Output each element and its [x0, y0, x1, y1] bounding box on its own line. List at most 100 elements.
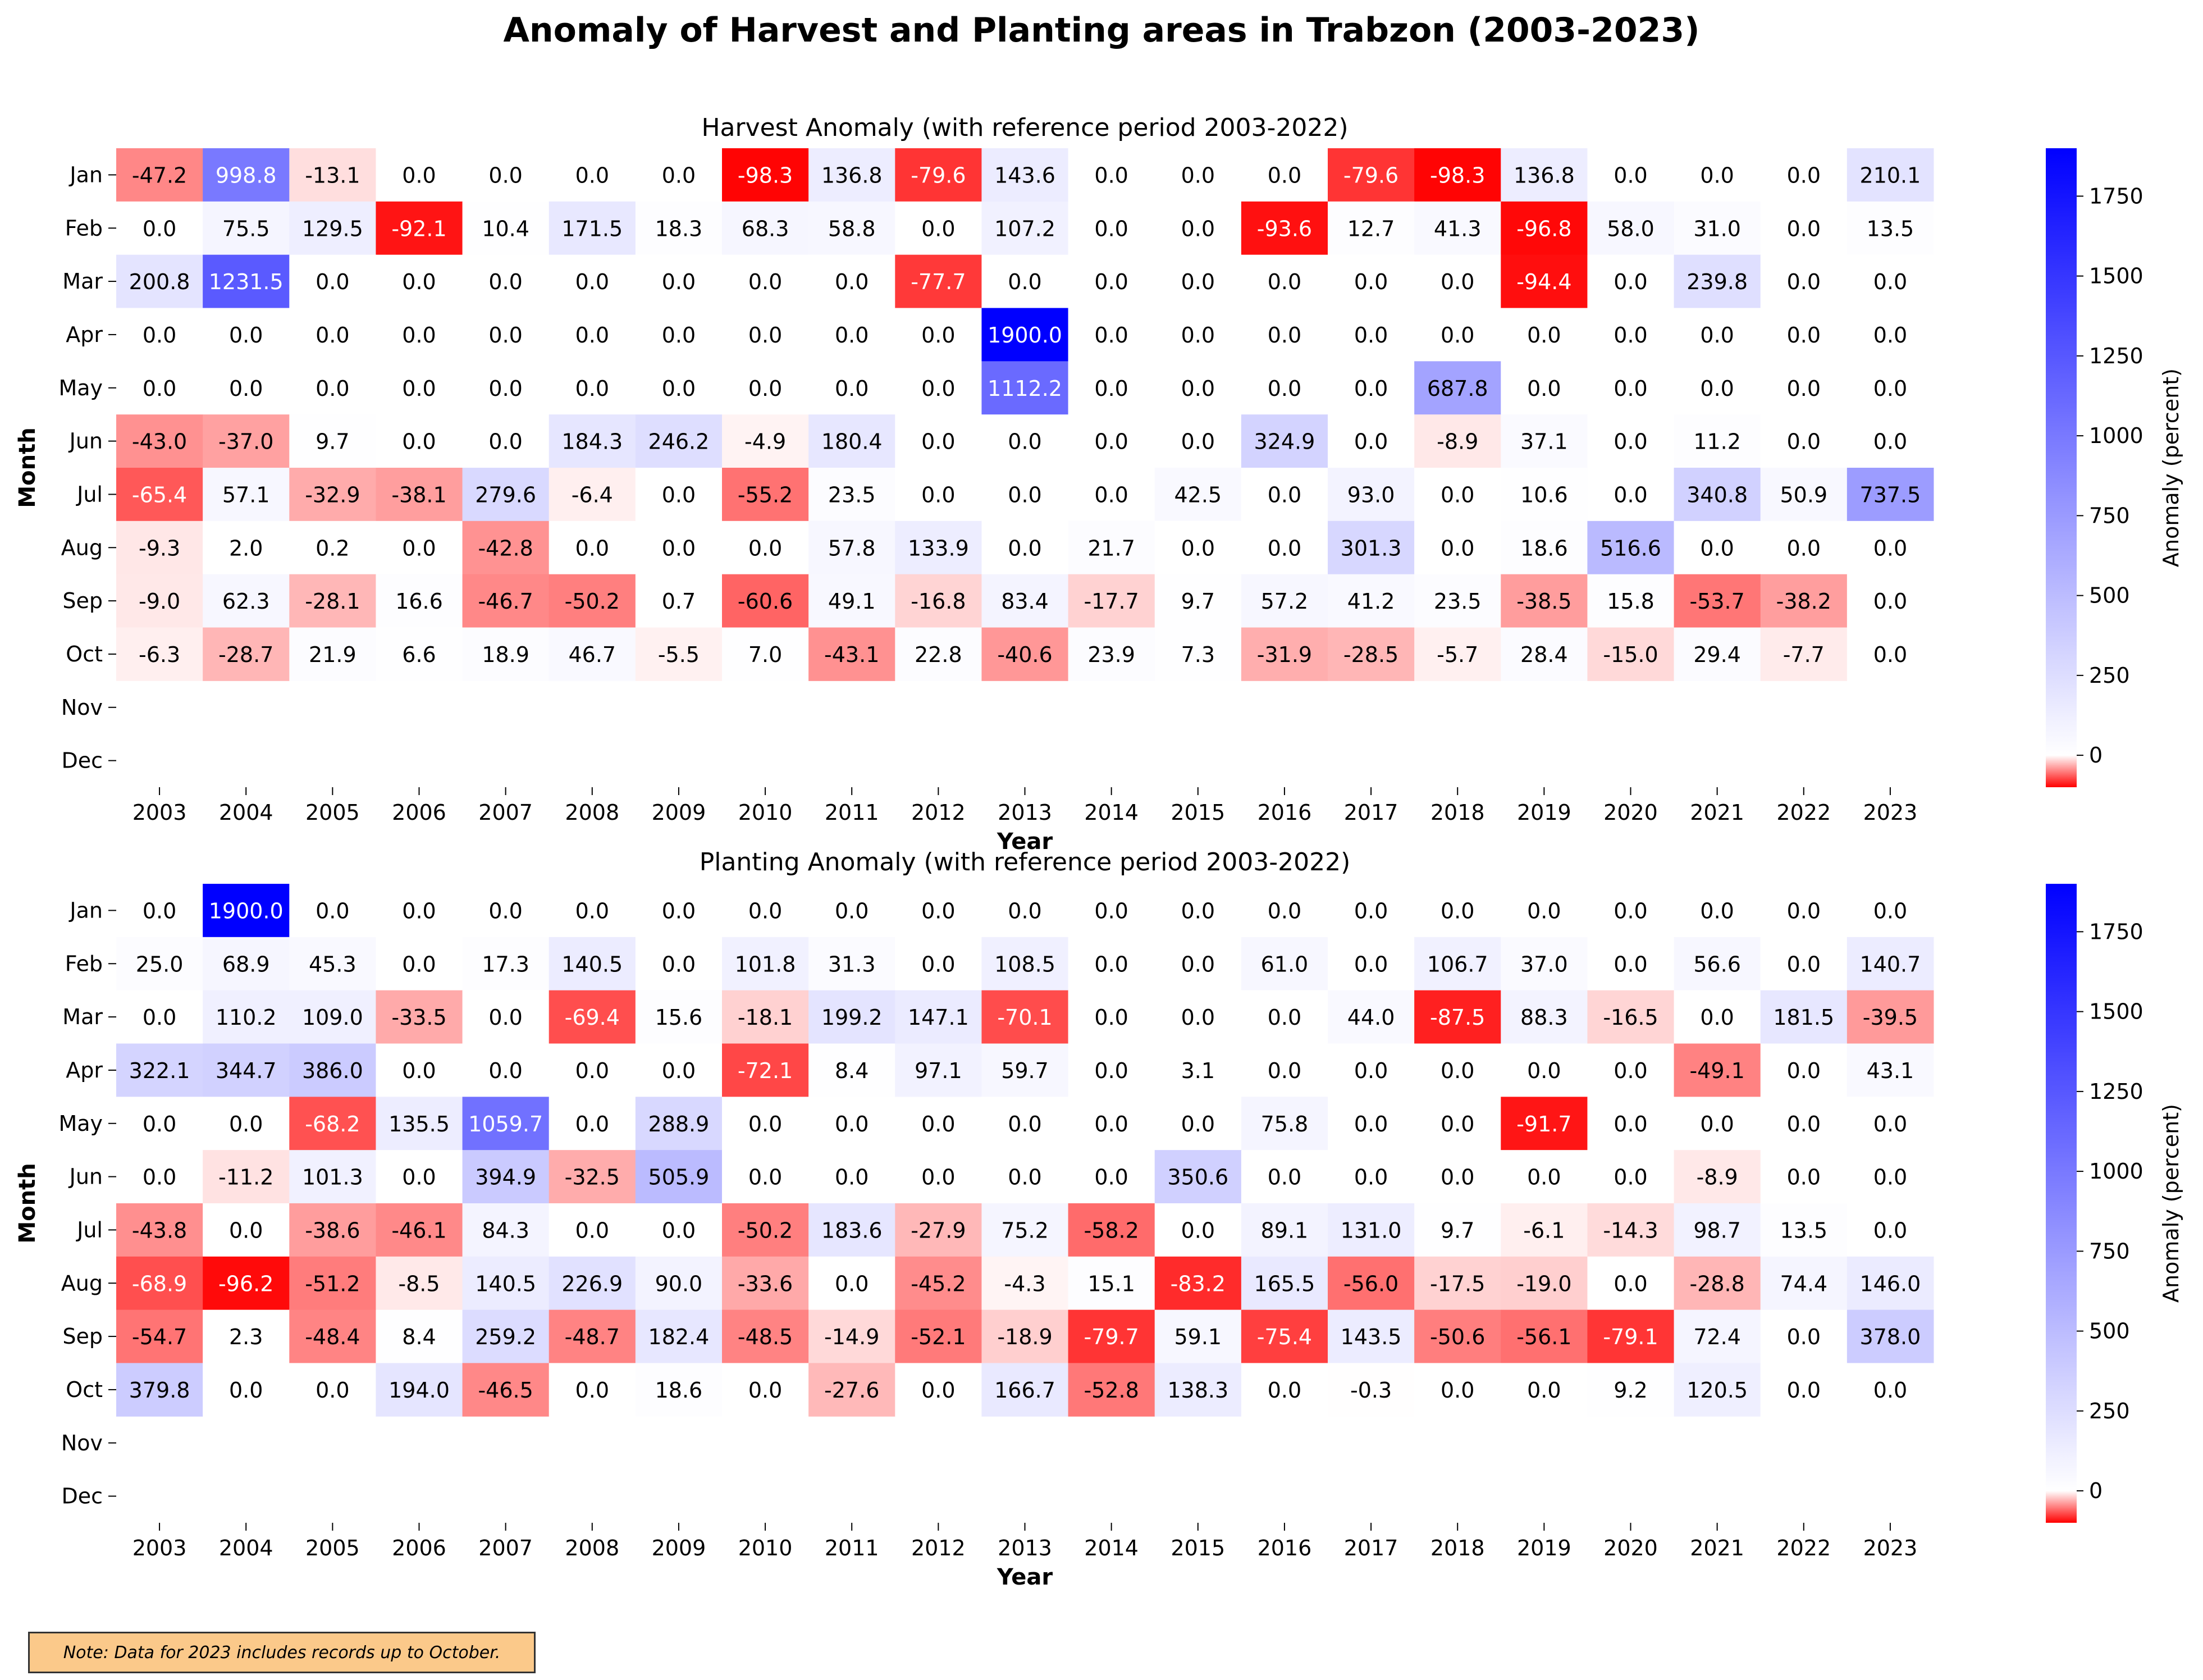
cell-label: -7.7	[1783, 642, 1825, 667]
x-tick-label: 2010	[738, 1536, 793, 1560]
cell-label: 3.1	[1181, 1058, 1215, 1083]
y-tick-label: Sep	[62, 1324, 103, 1349]
heatmap-cell	[1241, 884, 1328, 938]
heatmap-cell	[1674, 1043, 1761, 1097]
cell-label: 0.0	[575, 270, 609, 294]
cell-label: 0.0	[1268, 1058, 1301, 1083]
cell-label: 0.0	[1700, 163, 1734, 188]
cell-label: -45.2	[911, 1271, 966, 1296]
heatmap-cell	[895, 1309, 982, 1363]
heatmap-cell	[203, 1097, 290, 1151]
heatmap-cell	[1847, 1203, 1934, 1257]
cell-label: 18.3	[655, 216, 703, 241]
cell-label: 0.0	[575, 1378, 609, 1403]
cell-label: -55.2	[738, 482, 793, 507]
colorbar	[2046, 148, 2077, 787]
cell-label: 143.5	[1341, 1325, 1402, 1349]
cell-label: -33.6	[738, 1271, 793, 1296]
heatmap-cell	[203, 574, 290, 628]
colorbar-tick-label: 1000	[2089, 1159, 2143, 1184]
cell-label: -72.1	[738, 1058, 793, 1083]
heatmap-cell	[635, 201, 723, 255]
heatmap-cell	[376, 361, 463, 415]
cell-label: 84.3	[482, 1218, 529, 1243]
cell-label: 0.0	[1268, 482, 1301, 507]
heatmap-cell	[1760, 1150, 1848, 1204]
heatmap-cell	[1241, 521, 1328, 575]
cell-label: -16.5	[1603, 1005, 1658, 1030]
cell-label: 394.9	[475, 1165, 536, 1190]
heatmap-cell	[1068, 884, 1155, 938]
heatmap-cell	[895, 627, 982, 681]
heatmap-cell	[895, 990, 982, 1044]
heatmap-cell	[722, 148, 809, 202]
cell-label: 1059.7	[468, 1112, 543, 1136]
heatmap-cell	[1414, 884, 1501, 938]
cell-label: -28.7	[218, 642, 273, 667]
cell-label: 165.5	[1254, 1271, 1315, 1296]
colorbar-tick-label: 500	[2089, 1319, 2130, 1344]
cell-label: -9.0	[139, 589, 180, 614]
cell-label: 687.8	[1427, 376, 1488, 401]
heatmap-cell	[895, 884, 982, 938]
x-tick-label: 2017	[1344, 800, 1398, 825]
heatmap-cell	[1674, 148, 1761, 202]
heatmap-cell	[1760, 148, 1848, 202]
cell-label: -17.5	[1430, 1271, 1485, 1296]
cell-label: 0.0	[1614, 1271, 1647, 1296]
heatmap-cell	[1241, 148, 1328, 202]
cell-label: 0.0	[402, 1058, 436, 1083]
cell-label: 41.2	[1347, 589, 1395, 614]
cell-label: -56.1	[1516, 1325, 1571, 1349]
cell-label: 0.0	[835, 1112, 869, 1136]
cell-label: 344.7	[216, 1058, 277, 1083]
cell-label: 1900.0	[209, 898, 284, 923]
heatmap-cell	[376, 1309, 463, 1363]
cell-label: -43.0	[132, 430, 187, 454]
heatmap-cell	[1154, 201, 1242, 255]
cell-label: 101.8	[735, 952, 796, 976]
heatmap-cell	[1847, 574, 1934, 628]
heatmap-cell	[1847, 201, 1934, 255]
cell-label: 0.0	[1787, 1112, 1821, 1136]
cell-label: 0.0	[1094, 1005, 1128, 1030]
cell-label: 0.0	[488, 430, 522, 454]
heatmap-cell	[1587, 521, 1675, 575]
cell-label: 140.5	[561, 952, 623, 976]
heatmap-cell	[1674, 990, 1761, 1044]
cell-label: 37.1	[1520, 430, 1568, 454]
cell-label: 58.0	[1607, 216, 1654, 241]
cell-label: -79.6	[911, 163, 966, 188]
cell-label: 0.0	[575, 163, 609, 188]
cell-label: 998.8	[216, 163, 277, 188]
heatmap-cell	[1414, 361, 1501, 415]
heatmap-cell	[635, 1309, 723, 1363]
cell-label: 93.0	[1347, 482, 1395, 507]
cell-label: 143.6	[994, 163, 1055, 188]
cell-label: 0.0	[1873, 430, 1907, 454]
heatmap-cell	[1501, 1256, 1588, 1311]
cell-label: 0.0	[575, 1058, 609, 1083]
cell-label: 146.0	[1860, 1271, 1921, 1296]
heatmap-cell	[981, 254, 1069, 308]
heatmap-cell	[1674, 574, 1761, 628]
heatmap-cell	[635, 884, 723, 938]
heatmap-cell	[1328, 574, 1415, 628]
heatmap-cell	[1241, 361, 1328, 415]
cell-label: 74.4	[1780, 1271, 1827, 1296]
cell-label: 0.0	[1181, 1218, 1215, 1243]
heatmap-cell	[635, 521, 723, 575]
heatmap-cell	[1501, 627, 1588, 681]
heatmap-cell	[1501, 1043, 1588, 1097]
heatmap-cell	[289, 1363, 376, 1417]
heatmap-cell	[895, 521, 982, 575]
cell-label: 0.0	[921, 1112, 955, 1136]
heatmap-cell	[1587, 937, 1675, 991]
cell-label: 0.0	[488, 270, 522, 294]
heatmap-cell	[116, 1363, 203, 1417]
cell-label: -39.5	[1863, 1005, 1918, 1030]
heatmap-cell	[116, 1097, 203, 1151]
cell-label: 25.0	[136, 952, 184, 976]
heatmap-cell	[1068, 1150, 1155, 1204]
